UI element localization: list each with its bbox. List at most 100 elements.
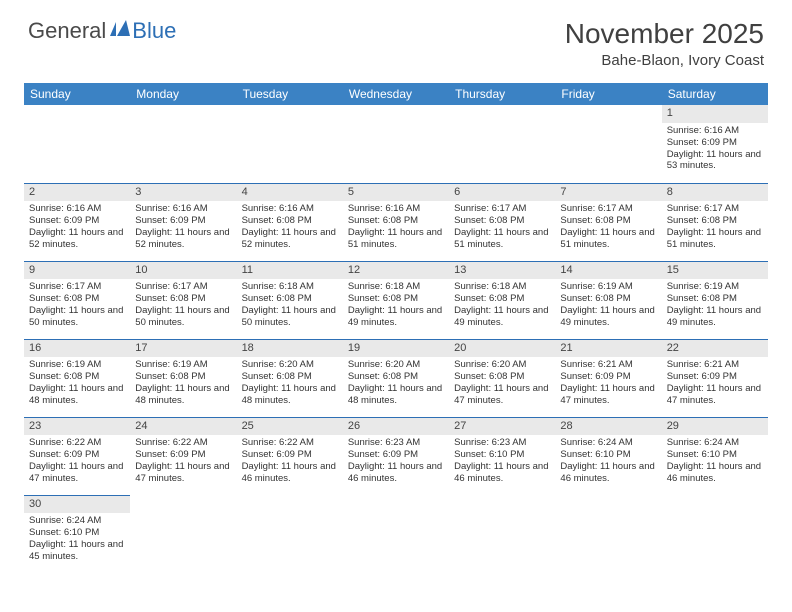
- day-content: Sunrise: 6:16 AMSunset: 6:09 PMDaylight:…: [130, 201, 236, 255]
- day-number: 15: [662, 262, 768, 280]
- daylight-text: Daylight: 11 hours and 53 minutes.: [667, 149, 763, 173]
- daylight-text: Daylight: 11 hours and 49 minutes.: [348, 305, 444, 329]
- day-number: 20: [449, 340, 555, 358]
- day-number: 14: [555, 262, 661, 280]
- day-header: Monday: [130, 83, 236, 105]
- day-content: Sunrise: 6:21 AMSunset: 6:09 PMDaylight:…: [662, 357, 768, 411]
- day-content: Sunrise: 6:18 AMSunset: 6:08 PMDaylight:…: [449, 279, 555, 333]
- sunset-text: Sunset: 6:10 PM: [560, 449, 656, 461]
- daylight-text: Daylight: 11 hours and 51 minutes.: [348, 227, 444, 251]
- day-content: Sunrise: 6:18 AMSunset: 6:08 PMDaylight:…: [343, 279, 449, 333]
- sunrise-text: Sunrise: 6:20 AM: [454, 359, 550, 371]
- day-content: Sunrise: 6:20 AMSunset: 6:08 PMDaylight:…: [343, 357, 449, 411]
- day-number: 30: [24, 496, 130, 514]
- daylight-text: Daylight: 11 hours and 47 minutes.: [454, 383, 550, 407]
- day-content: Sunrise: 6:19 AMSunset: 6:08 PMDaylight:…: [24, 357, 130, 411]
- day-number: 6: [449, 184, 555, 202]
- sunset-text: Sunset: 6:08 PM: [348, 371, 444, 383]
- calendar-cell: 22Sunrise: 6:21 AMSunset: 6:09 PMDayligh…: [662, 339, 768, 417]
- calendar-cell: [24, 105, 130, 183]
- sunrise-text: Sunrise: 6:17 AM: [454, 203, 550, 215]
- calendar-cell: [449, 495, 555, 573]
- day-content: Sunrise: 6:16 AMSunset: 6:09 PMDaylight:…: [662, 123, 768, 177]
- sunset-text: Sunset: 6:09 PM: [135, 215, 231, 227]
- calendar-week-row: 23Sunrise: 6:22 AMSunset: 6:09 PMDayligh…: [24, 417, 768, 495]
- sunset-text: Sunset: 6:08 PM: [29, 293, 125, 305]
- sunset-text: Sunset: 6:09 PM: [29, 215, 125, 227]
- sunset-text: Sunset: 6:10 PM: [667, 449, 763, 461]
- sunrise-text: Sunrise: 6:17 AM: [135, 281, 231, 293]
- sunset-text: Sunset: 6:08 PM: [242, 371, 338, 383]
- calendar-cell: 30Sunrise: 6:24 AMSunset: 6:10 PMDayligh…: [24, 495, 130, 573]
- day-content: Sunrise: 6:18 AMSunset: 6:08 PMDaylight:…: [237, 279, 343, 333]
- sunrise-text: Sunrise: 6:21 AM: [560, 359, 656, 371]
- day-content: Sunrise: 6:24 AMSunset: 6:10 PMDaylight:…: [662, 435, 768, 489]
- day-content: Sunrise: 6:20 AMSunset: 6:08 PMDaylight:…: [449, 357, 555, 411]
- sunrise-text: Sunrise: 6:17 AM: [560, 203, 656, 215]
- flag-icon: [110, 20, 130, 36]
- sunset-text: Sunset: 6:08 PM: [135, 371, 231, 383]
- day-content: Sunrise: 6:17 AMSunset: 6:08 PMDaylight:…: [662, 201, 768, 255]
- day-content: Sunrise: 6:16 AMSunset: 6:08 PMDaylight:…: [237, 201, 343, 255]
- calendar-cell: 26Sunrise: 6:23 AMSunset: 6:09 PMDayligh…: [343, 417, 449, 495]
- logo-text-general: General: [28, 18, 106, 44]
- calendar-cell: 14Sunrise: 6:19 AMSunset: 6:08 PMDayligh…: [555, 261, 661, 339]
- daylight-text: Daylight: 11 hours and 49 minutes.: [560, 305, 656, 329]
- calendar-week-row: 1Sunrise: 6:16 AMSunset: 6:09 PMDaylight…: [24, 105, 768, 183]
- day-content: Sunrise: 6:19 AMSunset: 6:08 PMDaylight:…: [130, 357, 236, 411]
- calendar-cell: [343, 495, 449, 573]
- sunrise-text: Sunrise: 6:24 AM: [667, 437, 763, 449]
- sunrise-text: Sunrise: 6:22 AM: [29, 437, 125, 449]
- calendar-cell: [555, 105, 661, 183]
- calendar-cell: 13Sunrise: 6:18 AMSunset: 6:08 PMDayligh…: [449, 261, 555, 339]
- day-number: 8: [662, 184, 768, 202]
- day-number: 18: [237, 340, 343, 358]
- day-number: 19: [343, 340, 449, 358]
- day-number: 12: [343, 262, 449, 280]
- sunset-text: Sunset: 6:09 PM: [560, 371, 656, 383]
- day-number: 2: [24, 184, 130, 202]
- calendar-week-row: 9Sunrise: 6:17 AMSunset: 6:08 PMDaylight…: [24, 261, 768, 339]
- sunrise-text: Sunrise: 6:19 AM: [29, 359, 125, 371]
- sunrise-text: Sunrise: 6:23 AM: [454, 437, 550, 449]
- day-number: 5: [343, 184, 449, 202]
- calendar-cell: 29Sunrise: 6:24 AMSunset: 6:10 PMDayligh…: [662, 417, 768, 495]
- calendar-cell: [237, 495, 343, 573]
- calendar-cell: 4Sunrise: 6:16 AMSunset: 6:08 PMDaylight…: [237, 183, 343, 261]
- sunrise-text: Sunrise: 6:22 AM: [135, 437, 231, 449]
- day-content: Sunrise: 6:20 AMSunset: 6:08 PMDaylight:…: [237, 357, 343, 411]
- daylight-text: Daylight: 11 hours and 52 minutes.: [29, 227, 125, 251]
- day-content: Sunrise: 6:22 AMSunset: 6:09 PMDaylight:…: [130, 435, 236, 489]
- calendar-week-row: 2Sunrise: 6:16 AMSunset: 6:09 PMDaylight…: [24, 183, 768, 261]
- sunrise-text: Sunrise: 6:19 AM: [667, 281, 763, 293]
- sunset-text: Sunset: 6:08 PM: [348, 293, 444, 305]
- calendar-cell: [555, 495, 661, 573]
- calendar-week-row: 30Sunrise: 6:24 AMSunset: 6:10 PMDayligh…: [24, 495, 768, 573]
- day-number: 28: [555, 418, 661, 436]
- calendar-cell: 12Sunrise: 6:18 AMSunset: 6:08 PMDayligh…: [343, 261, 449, 339]
- logo: General Blue: [28, 18, 176, 44]
- day-content: Sunrise: 6:16 AMSunset: 6:09 PMDaylight:…: [24, 201, 130, 255]
- daylight-text: Daylight: 11 hours and 51 minutes.: [667, 227, 763, 251]
- calendar-cell: 7Sunrise: 6:17 AMSunset: 6:08 PMDaylight…: [555, 183, 661, 261]
- daylight-text: Daylight: 11 hours and 52 minutes.: [242, 227, 338, 251]
- calendar-cell: [130, 105, 236, 183]
- calendar-cell: 3Sunrise: 6:16 AMSunset: 6:09 PMDaylight…: [130, 183, 236, 261]
- sunrise-text: Sunrise: 6:19 AM: [135, 359, 231, 371]
- calendar-cell: 9Sunrise: 6:17 AMSunset: 6:08 PMDaylight…: [24, 261, 130, 339]
- calendar-cell: 6Sunrise: 6:17 AMSunset: 6:08 PMDaylight…: [449, 183, 555, 261]
- calendar-cell: [662, 495, 768, 573]
- sunset-text: Sunset: 6:08 PM: [242, 215, 338, 227]
- sunrise-text: Sunrise: 6:16 AM: [242, 203, 338, 215]
- calendar-cell: 8Sunrise: 6:17 AMSunset: 6:08 PMDaylight…: [662, 183, 768, 261]
- sunrise-text: Sunrise: 6:24 AM: [560, 437, 656, 449]
- day-content: Sunrise: 6:17 AMSunset: 6:08 PMDaylight:…: [555, 201, 661, 255]
- daylight-text: Daylight: 11 hours and 47 minutes.: [667, 383, 763, 407]
- day-header: Saturday: [662, 83, 768, 105]
- day-content: Sunrise: 6:19 AMSunset: 6:08 PMDaylight:…: [555, 279, 661, 333]
- daylight-text: Daylight: 11 hours and 46 minutes.: [348, 461, 444, 485]
- calendar-cell: 19Sunrise: 6:20 AMSunset: 6:08 PMDayligh…: [343, 339, 449, 417]
- calendar-cell: 27Sunrise: 6:23 AMSunset: 6:10 PMDayligh…: [449, 417, 555, 495]
- calendar-cell: 5Sunrise: 6:16 AMSunset: 6:08 PMDaylight…: [343, 183, 449, 261]
- sunrise-text: Sunrise: 6:16 AM: [29, 203, 125, 215]
